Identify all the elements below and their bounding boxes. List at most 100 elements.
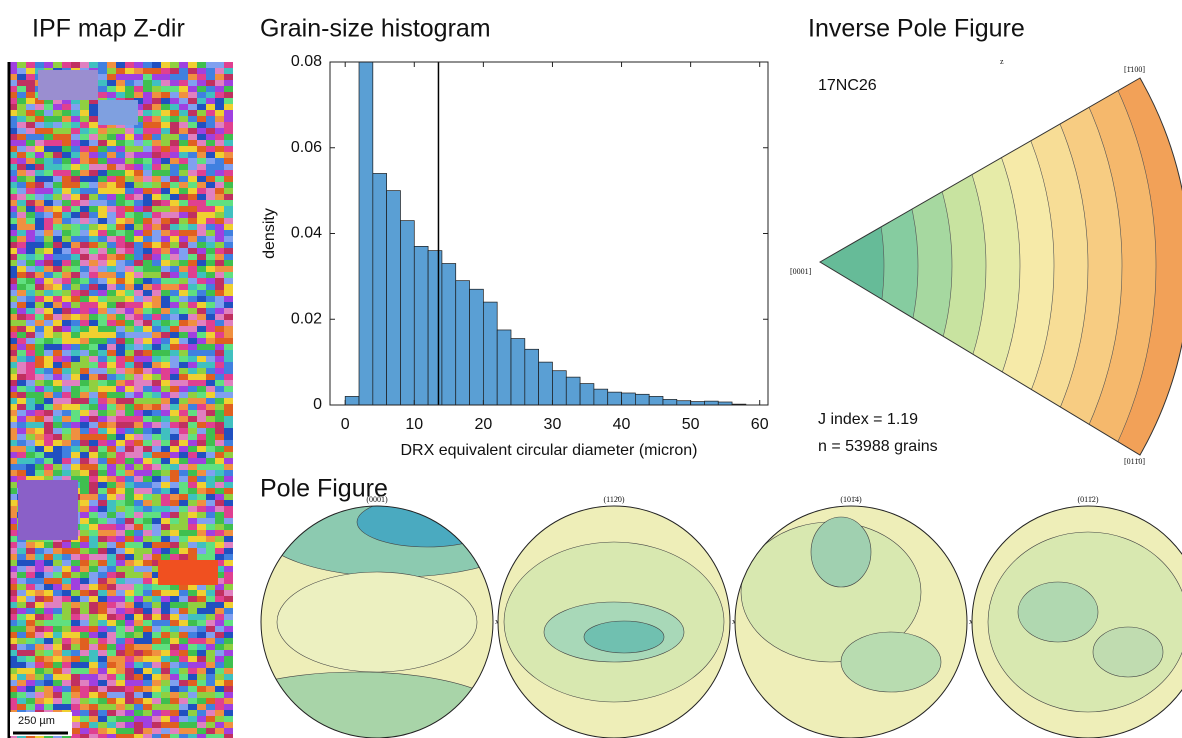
grain [35, 290, 44, 296]
grain [215, 86, 224, 92]
grain [143, 692, 152, 698]
grain [206, 170, 215, 176]
grain [26, 74, 35, 80]
grain [116, 272, 125, 278]
grain [107, 170, 116, 176]
grain [53, 614, 62, 620]
grain [98, 464, 107, 470]
grain [152, 254, 161, 260]
grain [224, 248, 233, 254]
grain [134, 260, 143, 266]
grain [170, 506, 179, 512]
grain [17, 386, 26, 392]
grain [197, 158, 206, 164]
grain [197, 530, 206, 536]
grain [170, 638, 179, 644]
grain [98, 440, 107, 446]
grain [143, 428, 152, 434]
grain [134, 680, 143, 686]
grain [89, 704, 98, 710]
bar [566, 377, 580, 405]
bar [594, 389, 608, 405]
grain [44, 308, 53, 314]
grain [89, 62, 98, 68]
grain [116, 734, 125, 738]
grain [62, 272, 71, 278]
grain [152, 176, 161, 182]
grain [116, 320, 125, 326]
grain [44, 212, 53, 218]
grain [62, 578, 71, 584]
grain [80, 194, 89, 200]
grain [125, 524, 134, 530]
grain [89, 110, 98, 116]
grain [197, 620, 206, 626]
grain [125, 620, 134, 626]
grain [143, 644, 152, 650]
grain [53, 188, 62, 194]
grain [26, 278, 35, 284]
grain [53, 392, 62, 398]
grain [116, 194, 125, 200]
grain [152, 242, 161, 248]
grain [188, 296, 197, 302]
grain [17, 650, 26, 656]
grain [134, 350, 143, 356]
grain [206, 134, 215, 140]
grain [161, 632, 170, 638]
grain [116, 266, 125, 272]
grain [197, 344, 206, 350]
grain [62, 164, 71, 170]
grain [26, 614, 35, 620]
grain [188, 530, 197, 536]
grain [215, 332, 224, 338]
grain [206, 212, 215, 218]
grain [98, 536, 107, 542]
grain [143, 620, 152, 626]
grain [161, 470, 170, 476]
grain [224, 470, 233, 476]
grain [17, 470, 26, 476]
grain [26, 320, 35, 326]
grain [152, 476, 161, 482]
grain [53, 428, 62, 434]
grain [152, 380, 161, 386]
grain [134, 650, 143, 656]
grain [125, 728, 134, 734]
grain [107, 260, 116, 266]
grain [170, 392, 179, 398]
grain [107, 698, 116, 704]
grain [125, 668, 134, 674]
pf-band [277, 572, 477, 672]
grain [80, 674, 89, 680]
grain [44, 566, 53, 572]
pole-figures: (0001)x(112̄0)x(101̄4)x(011̄2) [207, 477, 1182, 738]
grain [125, 650, 134, 656]
grain [224, 410, 233, 416]
grain [215, 224, 224, 230]
grain [53, 236, 62, 242]
grain [125, 572, 134, 578]
grain [107, 164, 116, 170]
grain [26, 680, 35, 686]
grain [71, 638, 80, 644]
grain [44, 464, 53, 470]
grain [215, 248, 224, 254]
grain [170, 218, 179, 224]
grain [71, 230, 80, 236]
grain [98, 428, 107, 434]
grain [170, 98, 179, 104]
grain [26, 182, 35, 188]
grain [224, 632, 233, 638]
grain [224, 704, 233, 710]
grain [188, 674, 197, 680]
grain [26, 68, 35, 74]
grain [62, 632, 71, 638]
grain [134, 188, 143, 194]
grain [17, 404, 26, 410]
grain [35, 644, 44, 650]
grain [224, 260, 233, 266]
grain [143, 152, 152, 158]
grain [89, 500, 98, 506]
grain [80, 212, 89, 218]
